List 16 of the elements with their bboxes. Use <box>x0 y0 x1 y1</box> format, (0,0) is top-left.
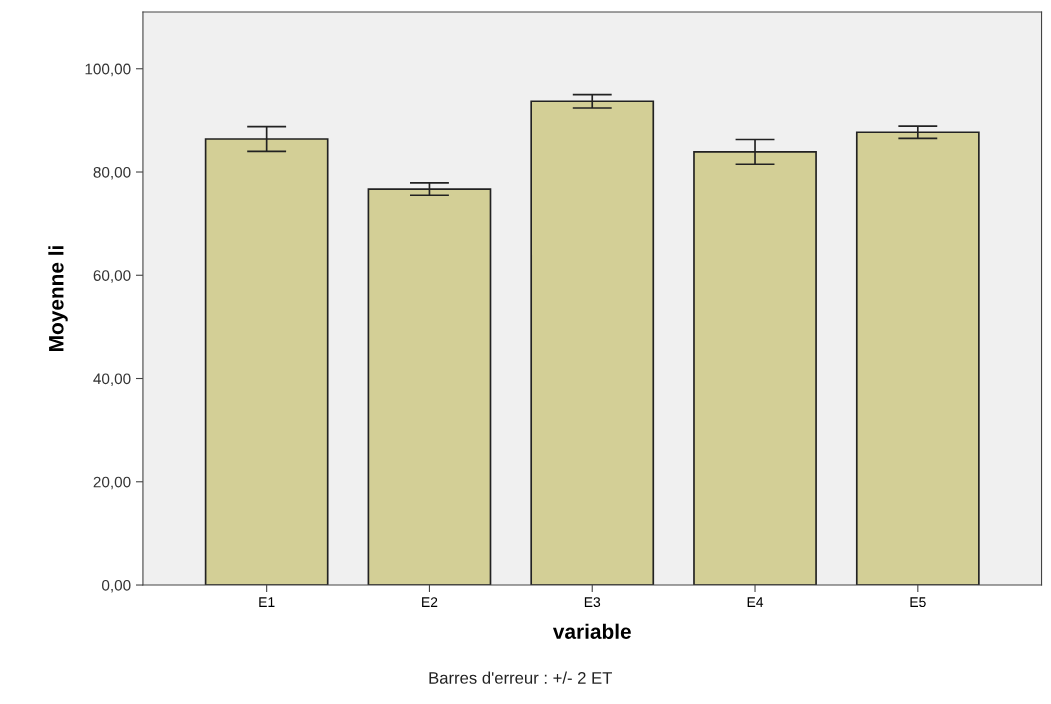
x-tick-label: E3 <box>584 597 601 608</box>
y-tick-label: 40,00 <box>93 373 131 387</box>
x-tick-label: E5 <box>910 597 926 608</box>
x-tick-label: E4 <box>747 597 764 607</box>
text: Barres d'erreur : +/- 2 ET <box>429 671 612 684</box>
x-tick-label: E2 <box>422 597 438 607</box>
y-tick-label: 20,00 <box>93 476 131 490</box>
x-axis-title: variable <box>552 623 631 639</box>
bar <box>855 131 980 586</box>
y-tick-label: 0,00 <box>102 579 131 593</box>
x-tick-label: E1 <box>259 597 275 607</box>
y-tick-label: 80,00 <box>93 166 131 180</box>
bar <box>367 188 492 586</box>
y-axis-title: Moyenne li <box>48 246 68 351</box>
y-tick-label: 60,00 <box>93 270 131 283</box>
y-tick-label: 100,00 <box>85 63 131 77</box>
